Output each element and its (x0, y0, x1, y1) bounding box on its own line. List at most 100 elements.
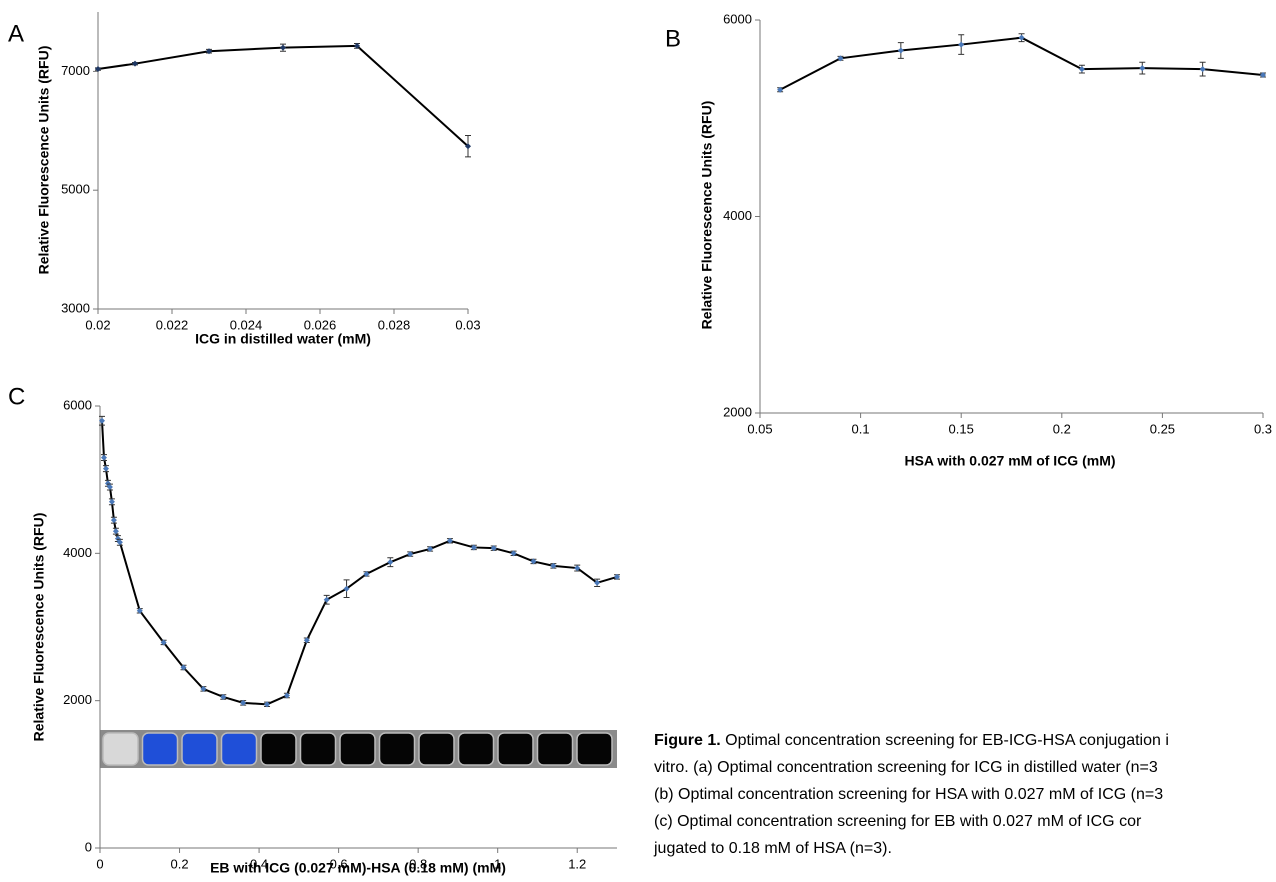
marker (283, 692, 290, 699)
y-axis-label: Relative Fluorescence Units (RFU) (36, 46, 52, 275)
x-tick-label: 0.026 (304, 317, 337, 332)
y-tick-label: 6000 (723, 11, 752, 26)
marker (240, 699, 247, 706)
x-tick-label: 0.6 (330, 856, 348, 871)
well (141, 732, 179, 766)
caption-line: vitro. (a) Optimal concentration screeni… (654, 759, 1158, 776)
y-tick-label: 3000 (61, 300, 90, 315)
y-axis-label: Relative Fluorescence Units (RFU) (699, 101, 715, 330)
marker (136, 607, 143, 614)
marker (180, 664, 187, 671)
marker (106, 484, 113, 491)
marker (264, 701, 271, 708)
x-tick-label: 0.02 (85, 317, 110, 332)
marker (574, 565, 581, 572)
well (260, 732, 297, 766)
caption-line: jugated to 0.18 mM of HSA (n=3). (653, 840, 892, 857)
x-axis-label: ICG in distilled water (mM) (195, 331, 371, 347)
marker (465, 143, 471, 150)
marker (108, 498, 115, 505)
y-tick-label: 7000 (61, 63, 90, 78)
marker (470, 544, 477, 551)
marker (550, 562, 557, 569)
marker (1018, 34, 1025, 41)
y-tick-label: 5000 (61, 182, 90, 197)
marker (897, 47, 904, 54)
marker (837, 55, 844, 62)
panel-label: A (8, 20, 24, 47)
x-tick-label: 0.15 (949, 421, 974, 436)
caption-line: (c) Optimal concentration screening for … (654, 813, 1142, 830)
marker (407, 551, 414, 558)
caption-line: (b) Optimal concentration screening for … (654, 786, 1163, 803)
marker (343, 585, 350, 592)
marker (1199, 66, 1206, 73)
x-tick-label: 0 (96, 856, 103, 871)
caption-text: Optimal concentration screening for EB-I… (721, 732, 1169, 749)
marker (102, 465, 109, 472)
y-tick-label: 6000 (63, 397, 92, 412)
marker (958, 41, 965, 48)
well (181, 732, 218, 766)
x-tick-label: 0.05 (747, 421, 772, 436)
marker (777, 86, 784, 93)
x-tick-label: 0.03 (455, 317, 480, 332)
y-tick-label: 0 (85, 839, 92, 854)
x-axis-label: HSA with 0.027 mM of ICG (mM) (904, 453, 1115, 469)
x-tick-label: 0.028 (378, 317, 411, 332)
x-tick-label: 0.2 (1053, 421, 1071, 436)
y-tick-label: 4000 (63, 545, 92, 560)
marker (323, 596, 330, 603)
panel-label: C (8, 383, 25, 410)
marker (303, 637, 310, 644)
marker (220, 693, 227, 700)
marker (446, 537, 453, 544)
marker (363, 570, 370, 577)
x-tick-label: 0.8 (409, 856, 427, 871)
well (220, 732, 258, 766)
x-tick-label: 1.2 (568, 856, 586, 871)
marker (614, 573, 620, 580)
x-tick-label: 0.1 (852, 421, 870, 436)
panel-label: B (665, 25, 681, 52)
marker (200, 685, 207, 692)
x-axis-label: EB with ICG (0.027 mM)-HSA (0.18 mM) (mM… (210, 860, 506, 876)
y-tick-label: 2000 (63, 692, 92, 707)
x-tick-label: 1 (494, 856, 501, 871)
x-tick-label: 0.3 (1254, 421, 1272, 436)
marker (100, 454, 107, 461)
caption-line: Figure 1. Optimal concentration screenin… (654, 732, 1169, 749)
y-tick-label: 4000 (723, 208, 752, 223)
marker (110, 517, 117, 524)
marker (116, 539, 123, 546)
marker (530, 558, 537, 565)
well (378, 732, 416, 766)
data-line (97, 44, 469, 147)
marker (1139, 65, 1146, 72)
data-line (779, 36, 1264, 91)
marker (354, 42, 360, 49)
marker (98, 417, 105, 424)
marker (490, 545, 497, 552)
well (299, 732, 337, 766)
well-plate-photo (100, 730, 617, 768)
y-tick-label: 2000 (723, 404, 752, 419)
marker (95, 66, 101, 73)
well (339, 732, 376, 766)
marker (160, 639, 167, 646)
marker (280, 44, 286, 51)
marker (594, 579, 601, 586)
x-tick-label: 0.4 (250, 856, 268, 871)
data-line (100, 420, 618, 706)
well (497, 732, 534, 766)
marker (132, 60, 138, 67)
x-tick-label: 0.25 (1150, 421, 1175, 436)
marker (206, 48, 212, 55)
x-tick-label: 0.2 (170, 856, 188, 871)
y-axis-label: Relative Fluorescence Units (RFU) (31, 513, 47, 742)
well (418, 732, 455, 766)
x-tick-label: 0.024 (230, 317, 263, 332)
marker (387, 559, 394, 566)
